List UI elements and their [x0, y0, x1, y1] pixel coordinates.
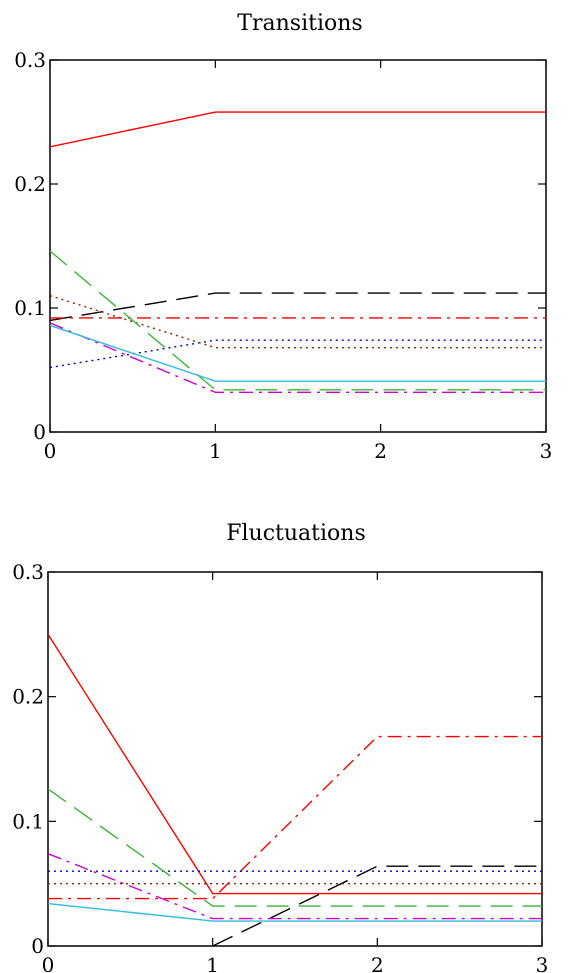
transitions-y-tick-label: 0.1: [14, 296, 46, 320]
transitions-series-group: [49, 111, 546, 393]
fluctuations-title: Fluctuations: [226, 521, 366, 546]
transitions-x-tick-label: 1: [209, 439, 222, 463]
transitions-series-line-4: [49, 339, 546, 369]
fluctuations-y-tick-label: 0: [31, 934, 44, 958]
fluctuations-series-line-1: [47, 633, 542, 895]
transitions-plot-frame: [49, 59, 547, 433]
transitions-series-line-8: [49, 324, 546, 382]
fluctuations-ticks-group: 0 1 2 3 0 0.1 0.2 0.3: [12, 560, 548, 973]
transitions-x-tick-label: 2: [374, 439, 387, 463]
fluctuations-series-group: [47, 633, 542, 947]
fluctuations-x-tick-label: 1: [206, 953, 219, 973]
fluctuations-x-tick-label: 2: [371, 953, 384, 973]
transitions-y-tick-label: 0.3: [14, 48, 46, 72]
transitions-y-tick-label: 0: [33, 420, 46, 444]
fluctuations-y-tick-label: 0.1: [12, 809, 44, 833]
fluctuations-series-line-6: [47, 788, 542, 907]
fluctuations-series-line-7: [47, 853, 542, 920]
fluctuations-series-line-8: [47, 902, 542, 922]
fluctuations-x-tick-label: 0: [42, 953, 55, 973]
fluctuations-series-line-3: [212, 865, 542, 947]
transitions-x-tick-label: 0: [44, 439, 57, 463]
fluctuations-series-line-2: [48, 735, 542, 900]
fluctuations-chart: Fluctuations 0 1 2 3 0 0.1 0.2 0.3: [12, 521, 548, 973]
transitions-ticks-group: 0 1 2 3 0 0.1 0.2 0.3: [14, 48, 552, 463]
fluctuations-x-tick-label: 3: [536, 953, 549, 973]
transitions-chart: Transitions 0 1 2 3 0 0.1 0.2 0.3: [14, 11, 552, 463]
transitions-series-line-6: [49, 250, 546, 391]
fluctuations-plot-frame: [47, 571, 543, 947]
transitions-x-tick-label: 3: [540, 439, 553, 463]
fluctuations-y-tick-label: 0.2: [12, 685, 44, 709]
fluctuations-y-tick-label: 0.3: [12, 560, 44, 584]
transitions-series-line-7: [49, 322, 546, 393]
transitions-series-line-5: [49, 294, 546, 349]
transitions-title: Transitions: [237, 11, 362, 36]
transitions-series-line-1: [49, 111, 546, 148]
transitions-series-line-2: [49, 292, 546, 322]
transitions-y-tick-label: 0.2: [14, 172, 46, 196]
